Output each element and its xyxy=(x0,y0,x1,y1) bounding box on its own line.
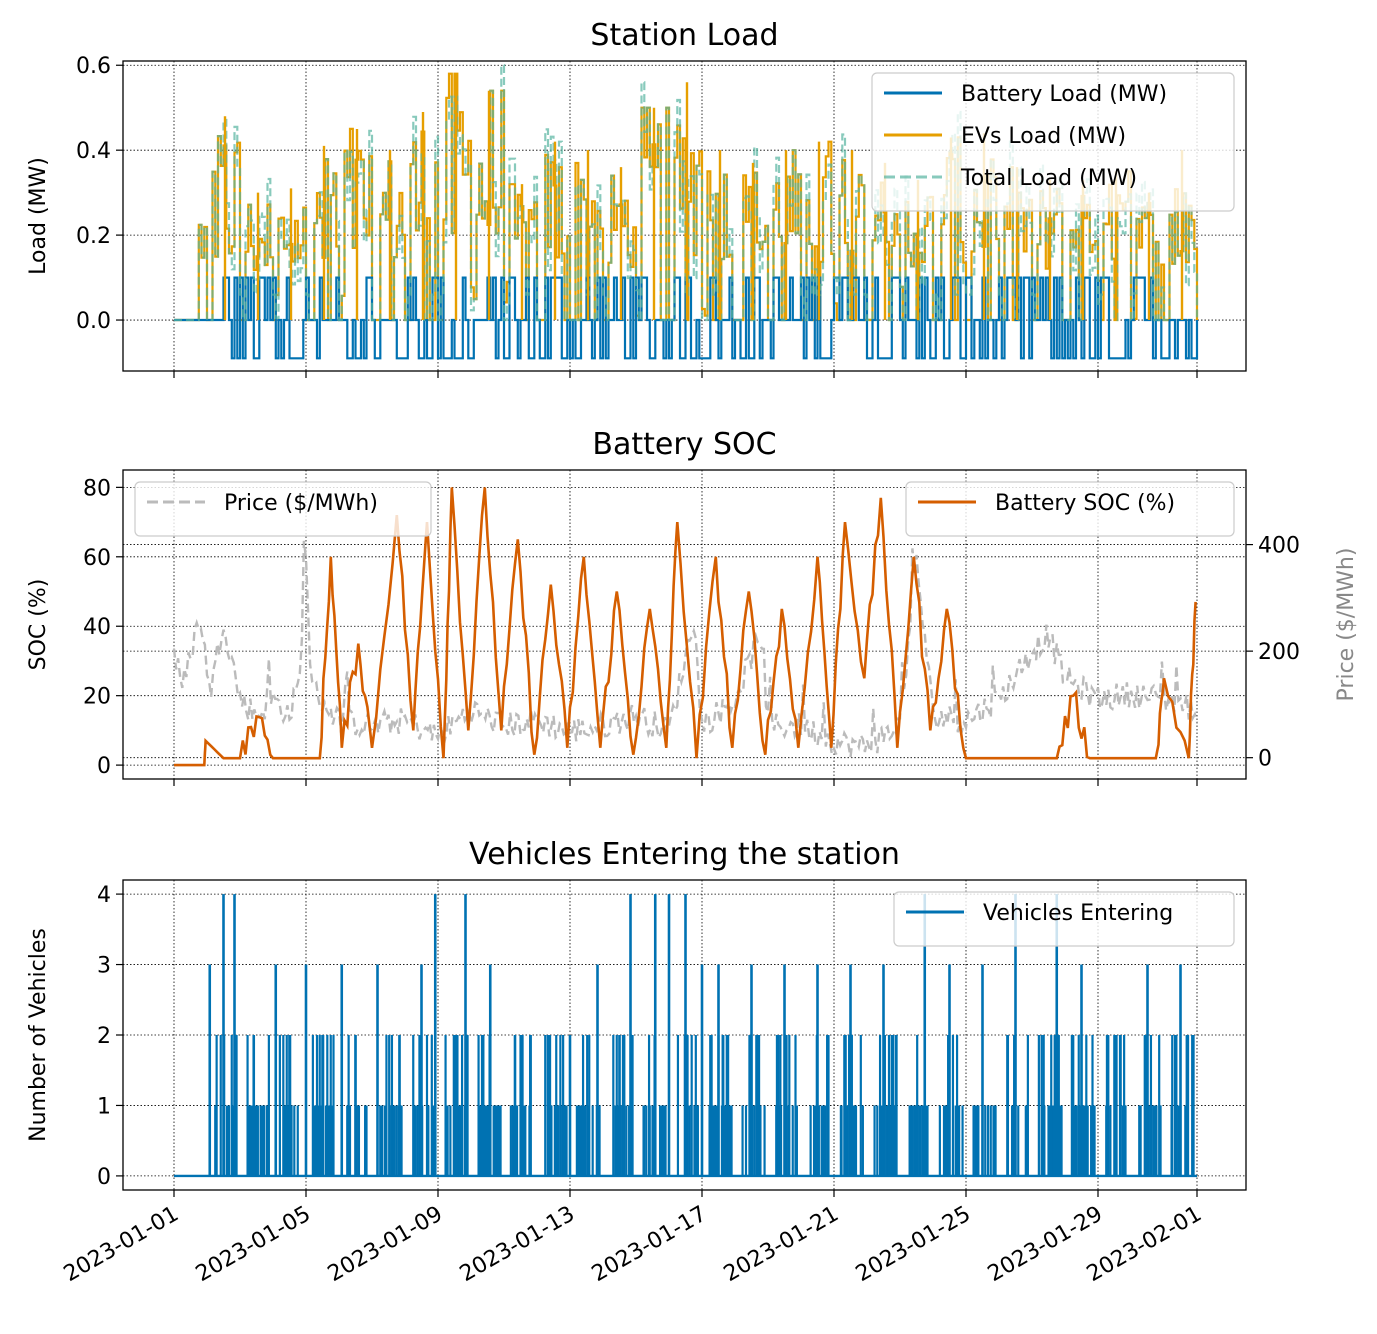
x-tick-label: 2023-01-13 xyxy=(456,1202,579,1288)
x-tick-label: 2023-01-05 xyxy=(192,1202,315,1288)
y-tick-label: 0 xyxy=(97,1165,111,1190)
y-tick-label: 3 xyxy=(97,954,111,979)
y-axis-label: Number of Vehicles xyxy=(26,928,51,1142)
x-tick-label: 2023-01-01 xyxy=(60,1202,183,1288)
y2-tick-label: 400 xyxy=(1258,534,1300,559)
panel-1: Station Load 0.0 0.2 0.4 0.6 Load (MW) Battery… xyxy=(26,18,1247,378)
series-total-load xyxy=(174,64,1199,322)
y-axis-label: Load (MW) xyxy=(26,157,51,275)
x-tick-label: 2023-01-21 xyxy=(720,1202,843,1288)
y-tick-label: 0.6 xyxy=(76,54,111,79)
legend-box xyxy=(893,891,1235,947)
y-tick-label: 20 xyxy=(83,685,111,710)
y2-axis-label: Price ($/MWh) xyxy=(1334,548,1359,702)
series-battery-soc xyxy=(174,487,1197,767)
y-tick-label: 2 xyxy=(97,1024,111,1049)
y-tick-label: 80 xyxy=(83,476,111,501)
y-tick-label: 0.4 xyxy=(76,139,111,164)
legend-label: Total Load (MW) xyxy=(960,166,1137,191)
plot-frame xyxy=(122,469,1247,780)
legend-label: EVs Load (MW) xyxy=(961,124,1126,149)
x-tick-label: 2023-01-09 xyxy=(324,1202,447,1288)
panel-title: Vehicles Entering the station xyxy=(469,837,900,872)
legend-label: Vehicles Entering xyxy=(983,901,1173,926)
x-tick-label: 2023-01-17 xyxy=(588,1202,711,1288)
y-tick-label: 1 xyxy=(97,1094,111,1119)
plot-frame xyxy=(122,60,1247,372)
legend-label: Battery SOC (%) xyxy=(995,491,1175,516)
legend-label: Price ($/MWh) xyxy=(224,491,378,516)
panel-title: Battery SOC xyxy=(592,427,776,462)
series-battery-load xyxy=(174,276,1199,360)
y-tick-label: 4 xyxy=(97,883,111,908)
series-price xyxy=(172,540,1199,759)
legend-box xyxy=(905,481,1235,537)
panel-3: Vehicles Entering the station 0 1 2 3 4 Number… xyxy=(26,837,1247,1288)
legend-box xyxy=(134,481,432,537)
y-tick-label: 60 xyxy=(83,546,111,571)
y2-tick-label: 200 xyxy=(1258,640,1300,665)
y-tick-label: 40 xyxy=(83,615,111,640)
y-tick-label: 0 xyxy=(97,754,111,779)
panel-2: Battery SOC 0 20 40 60 80 SOC (%) 0 200 400 Price … xyxy=(26,427,1359,786)
panel-title: Station Load xyxy=(590,18,778,53)
legend-box xyxy=(871,72,1235,212)
y-tick-label: 0.0 xyxy=(76,309,111,334)
legend-label: Battery Load (MW) xyxy=(961,82,1167,107)
x-tick-label: 2023-01-25 xyxy=(852,1202,975,1288)
y-tick-label: 0.2 xyxy=(76,224,111,249)
plot-frame xyxy=(122,879,1247,1191)
y2-tick-label: 0 xyxy=(1258,747,1272,772)
y-axis-label: SOC (%) xyxy=(26,579,51,671)
